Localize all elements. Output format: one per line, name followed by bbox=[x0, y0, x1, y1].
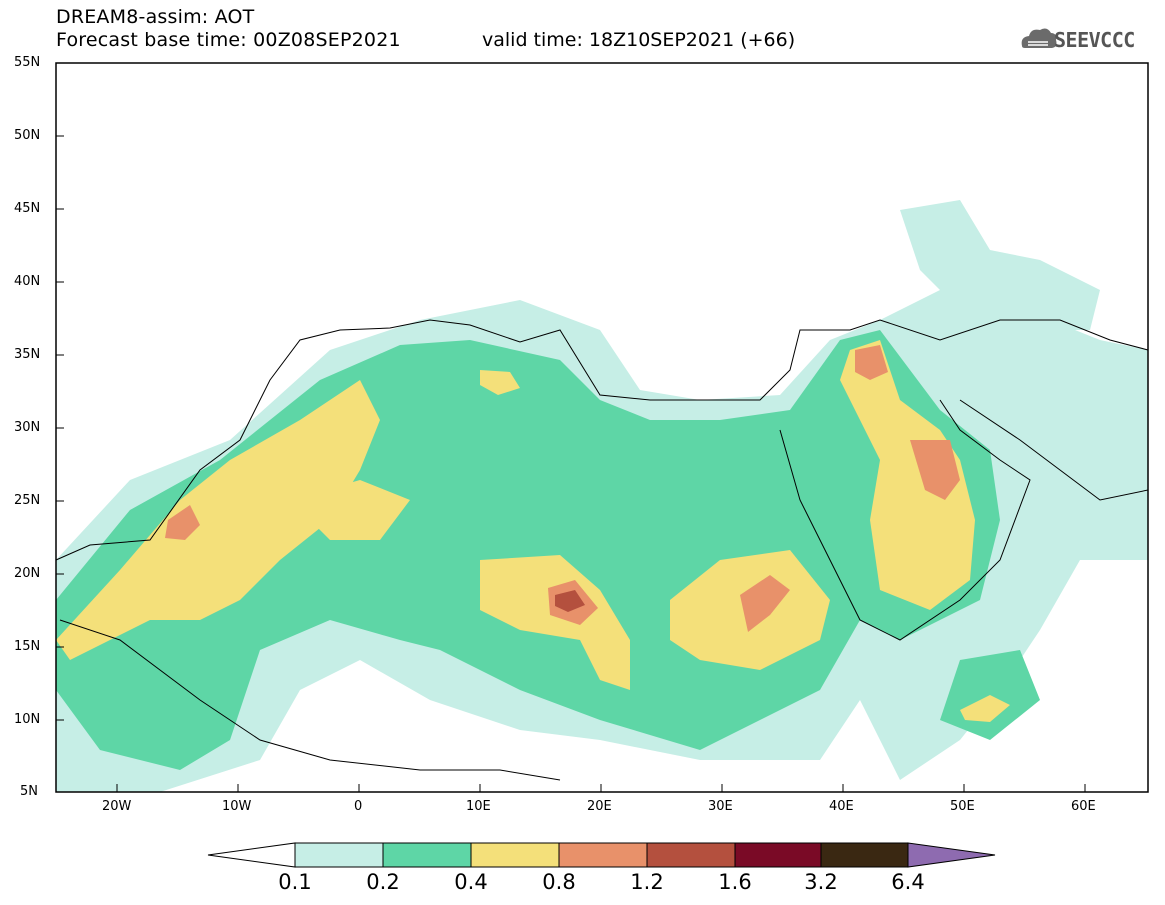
lon-label: 0 bbox=[354, 799, 363, 814]
lat-label: 15N bbox=[14, 639, 41, 654]
aot-1.2-chad bbox=[555, 590, 585, 612]
model-title: DREAM8-assim: AOT bbox=[56, 6, 255, 28]
forecast-base-time: Forecast base time: 00Z08SEP2021 bbox=[56, 29, 401, 51]
aot-0.8-iraq bbox=[855, 345, 888, 380]
colorbar-label: 1.6 bbox=[718, 870, 752, 894]
lon-label: 60E bbox=[1071, 799, 1096, 814]
colorbar-label: 0.1 bbox=[278, 870, 312, 894]
aot-0.4-west bbox=[56, 380, 380, 660]
coastlines bbox=[55, 319, 1149, 781]
aot-0.4-arabia bbox=[840, 340, 975, 610]
lat-label: 50N bbox=[14, 128, 41, 143]
lon-label: 10E bbox=[466, 799, 491, 814]
lat-label: 5N bbox=[20, 784, 38, 799]
colorbar-label: 6.4 bbox=[891, 870, 925, 894]
lat-label: 40N bbox=[14, 274, 41, 289]
lat-label: 20N bbox=[14, 566, 41, 581]
lat-label: 55N bbox=[14, 55, 41, 70]
aot-0.8-saudi bbox=[910, 440, 960, 500]
colorbar-label: 0.4 bbox=[454, 870, 488, 894]
cloud-icon bbox=[1021, 28, 1057, 48]
valid-time: valid time: 18Z10SEP2021 (+66) bbox=[482, 29, 796, 51]
aot-0.4-yemen bbox=[960, 695, 1010, 722]
colorbar-label: 1.2 bbox=[630, 870, 664, 894]
seevccc-logo bbox=[1021, 28, 1057, 48]
aot-field bbox=[56, 63, 1148, 792]
ticks bbox=[56, 62, 1086, 793]
lat-label: 25N bbox=[14, 493, 41, 508]
lon-label: 10W bbox=[222, 799, 252, 814]
lat-label: 10N bbox=[14, 712, 41, 727]
aot-0.4-libya bbox=[480, 370, 520, 395]
lat-label: 30N bbox=[14, 420, 41, 435]
aot-0.8-mauritania bbox=[165, 505, 200, 540]
aot-0.8-sudan bbox=[740, 575, 790, 632]
logo-text: SEEVCCC bbox=[1054, 28, 1135, 52]
colorbar-label: 0.2 bbox=[366, 870, 400, 894]
colorbar-label: 0.8 bbox=[542, 870, 576, 894]
lat-label: 45N bbox=[14, 201, 41, 216]
aot-0.4-chad bbox=[480, 555, 630, 690]
colorbar-label: 3.2 bbox=[804, 870, 838, 894]
lon-label: 20W bbox=[102, 799, 132, 814]
lon-label: 30E bbox=[708, 799, 733, 814]
aot-0.1-caspian bbox=[900, 200, 1100, 330]
lat-label: 35N bbox=[14, 347, 41, 362]
lon-label: 20E bbox=[587, 799, 612, 814]
lon-label: 40E bbox=[829, 799, 854, 814]
aot-0.4-west2 bbox=[290, 480, 410, 540]
lon-label: 50E bbox=[950, 799, 975, 814]
